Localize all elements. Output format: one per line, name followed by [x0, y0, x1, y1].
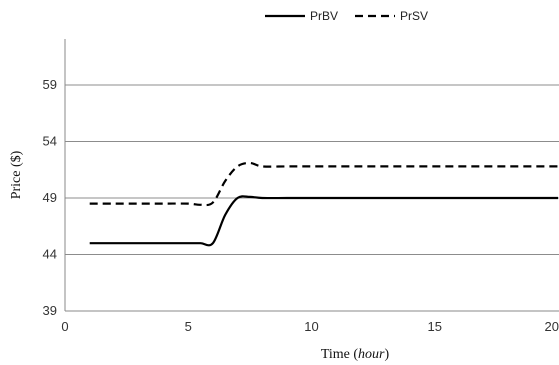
x-tick-label: 0 [61, 319, 68, 334]
x-axis-title-text: Time [321, 347, 350, 362]
y-tick-label: 59 [43, 77, 57, 92]
x-axis-title-unit: hour [358, 347, 385, 362]
series-line-prbv [89, 195, 558, 247]
x-axis-title-paren-close: ) [385, 347, 390, 362]
x-tick-label: 15 [428, 319, 442, 334]
x-axis-title: Time (hour) [321, 347, 390, 362]
series-line-prsv [89, 161, 558, 207]
legend-label-prbv: PrBV [310, 9, 338, 23]
x-tick-label: 5 [185, 319, 192, 334]
y-tick-label: 54 [43, 134, 57, 149]
series-lines [89, 161, 558, 247]
y-tick-label: 49 [43, 190, 57, 205]
x-tick-label: 10 [304, 319, 318, 334]
gridlines [65, 84, 559, 255]
x-tick-label: 20 [545, 319, 559, 334]
x-tick-labels: 0 5 10 15 20 [61, 319, 559, 334]
y-tick-label: 39 [43, 303, 57, 318]
legend: PrBV PrSV [265, 9, 428, 23]
x-axis-title-paren-open: ( [353, 347, 358, 362]
y-tick-labels: 39 44 49 54 59 [43, 77, 57, 318]
y-tick-label: 44 [43, 247, 57, 262]
y-axis-title: Price ($) [9, 150, 24, 199]
legend-label-prsv: PrSV [400, 9, 428, 23]
